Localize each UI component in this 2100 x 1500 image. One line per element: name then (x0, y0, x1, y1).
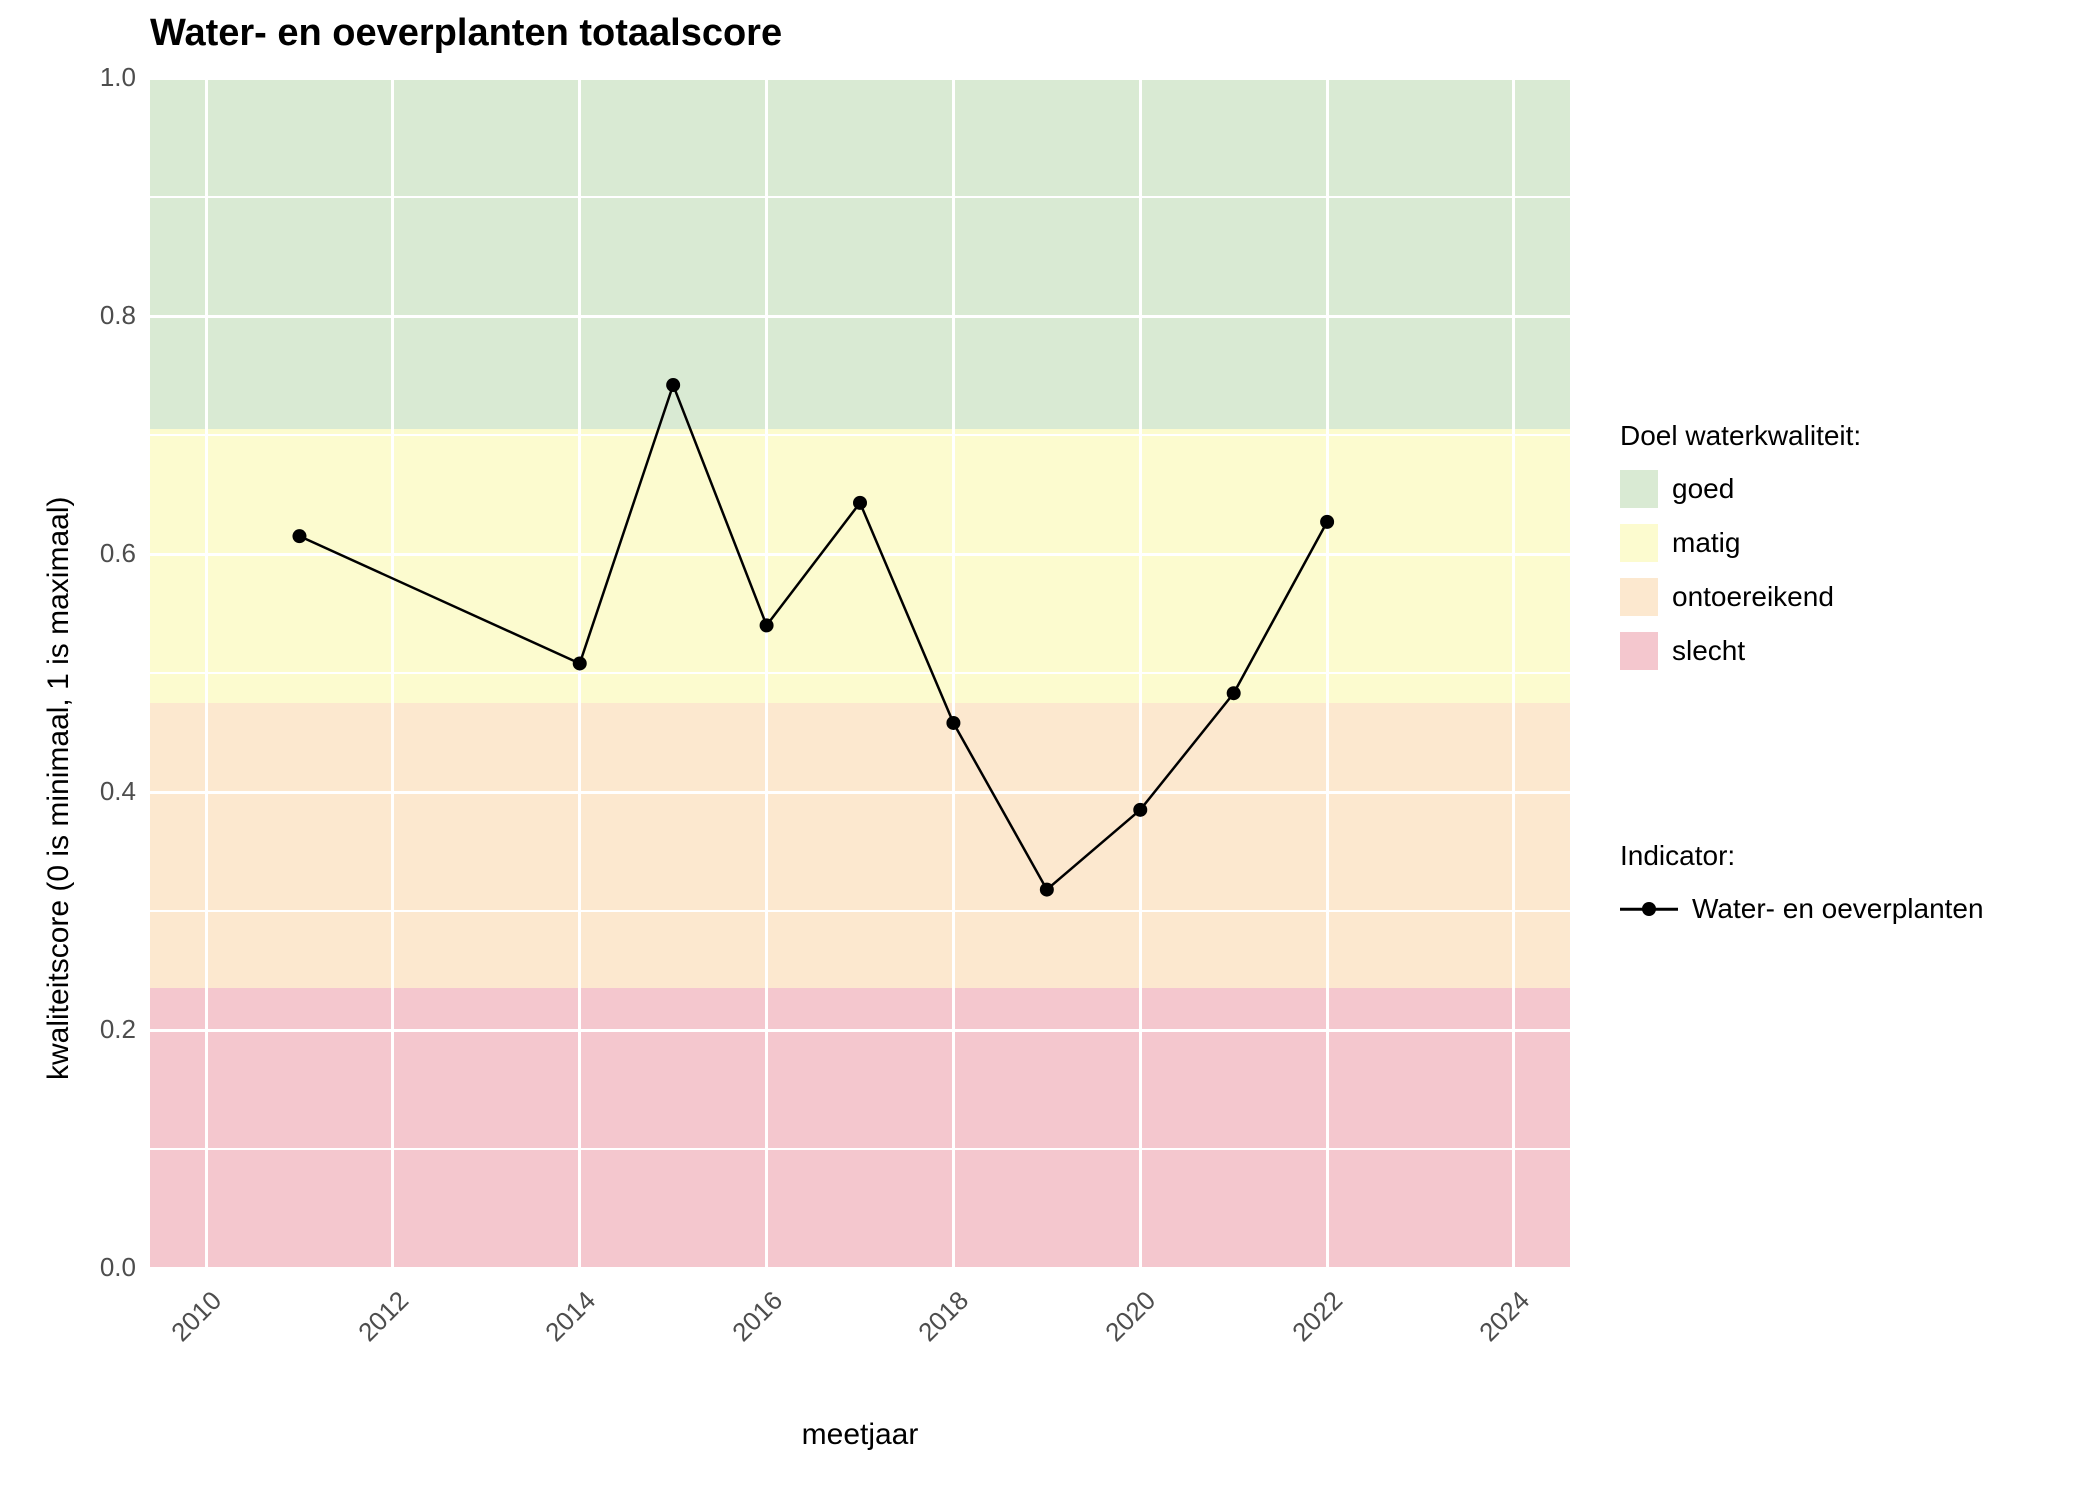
chart-title: Water- en oeverplanten totaalscore (150, 12, 782, 55)
series-marker (1040, 883, 1054, 897)
series-marker (946, 716, 960, 730)
x-tick-label: 2020 (1099, 1285, 1162, 1348)
series-marker (573, 656, 587, 670)
x-tick-label: 2010 (165, 1285, 228, 1348)
legend-series-title: Indicator: (1620, 840, 1984, 872)
series-marker (853, 496, 867, 510)
series-marker (760, 618, 774, 632)
plot-area (150, 78, 1570, 1268)
y-tick-label: 0.6 (100, 538, 136, 569)
legend-label: ontoereikend (1672, 581, 1834, 613)
series-marker (1320, 515, 1334, 529)
y-tick-label: 0.0 (100, 1252, 136, 1283)
series-marker (666, 378, 680, 392)
legend-series-row: Water- en oeverplanten (1620, 890, 1984, 928)
y-tick-label: 1.0 (100, 62, 136, 93)
x-tick-label: 2016 (726, 1285, 789, 1348)
legend-swatch (1620, 578, 1658, 616)
legend-bands: Doel waterkwaliteit: goed matig ontoereike… (1620, 420, 1861, 686)
x-tick-label: 2014 (539, 1285, 602, 1348)
legend-swatch (1620, 632, 1658, 670)
x-axis-title: meetjaar (150, 1418, 1570, 1452)
series-marker (1133, 803, 1147, 817)
series-marker (292, 529, 306, 543)
legend-band-row: slecht (1620, 632, 1861, 670)
x-tick-label: 2012 (352, 1285, 415, 1348)
legend-band-row: ontoereikend (1620, 578, 1861, 616)
legend-label: slecht (1672, 635, 1745, 667)
legend-band-row: matig (1620, 524, 1861, 562)
y-tick-label: 0.8 (100, 300, 136, 331)
legend-label: Water- en oeverplanten (1692, 893, 1984, 925)
legend-label: matig (1672, 527, 1740, 559)
legend-series: Indicator: Water- en oeverplanten (1620, 840, 1984, 944)
x-tick-label: 2018 (913, 1285, 976, 1348)
legend-band-row: goed (1620, 470, 1861, 508)
chart-container: Water- en oeverplanten totaalscore kwali… (0, 0, 2100, 1500)
series-marker (1227, 686, 1241, 700)
x-tick-label: 2024 (1473, 1285, 1536, 1348)
legend-label: goed (1672, 473, 1734, 505)
x-tick-label: 2022 (1286, 1285, 1349, 1348)
legend-bands-title: Doel waterkwaliteit: (1620, 420, 1861, 452)
y-axis-title: kwaliteitscore (0 is minimaal, 1 is maxi… (42, 497, 76, 1080)
legend-swatch (1620, 524, 1658, 562)
legend-line-key (1620, 890, 1678, 928)
legend-swatch (1620, 470, 1658, 508)
y-tick-label: 0.2 (100, 1014, 136, 1045)
line-layer (150, 78, 1570, 1268)
series-line (299, 385, 1327, 890)
y-tick-label: 0.4 (100, 776, 136, 807)
